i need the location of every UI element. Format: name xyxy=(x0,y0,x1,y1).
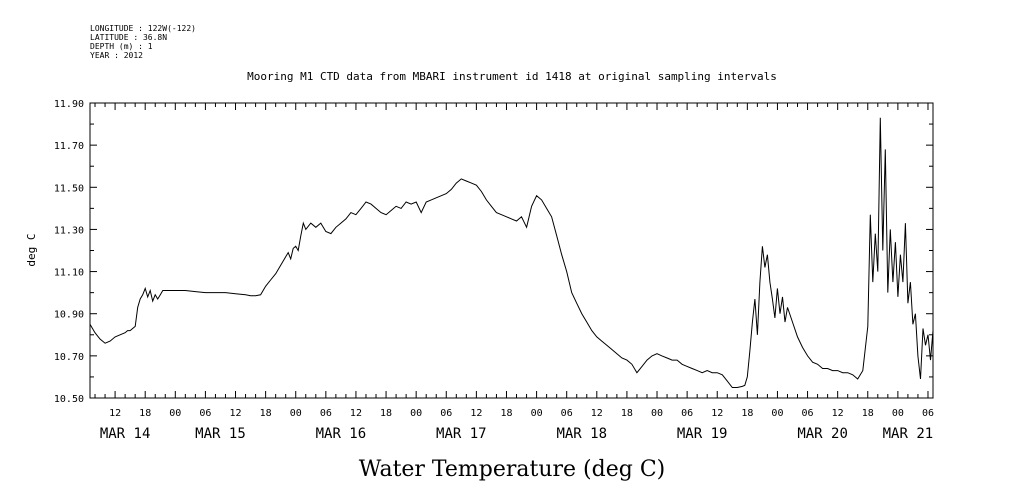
x-tick-label: 12 xyxy=(591,408,603,419)
x-tick-label: 12 xyxy=(832,408,844,419)
y-tick-label: 11.30 xyxy=(54,225,84,236)
x-tick-label: 06 xyxy=(802,408,814,419)
x-tick-label: 00 xyxy=(531,408,543,419)
x-tick-label: 18 xyxy=(139,408,151,419)
metadata-block: LONGITUDE : 122W(-122) LATITUDE : 36.8N … xyxy=(90,24,196,60)
metadata-year: YEAR : 2012 xyxy=(90,51,143,60)
day-labels: MAR 14 MAR 15 MAR 16 MAR 17 MAR 18 MAR 19 MAR … xyxy=(100,426,933,442)
x-tick-label: 18 xyxy=(260,408,272,419)
x-tick-label: 06 xyxy=(922,408,934,419)
x-tick-label: 00 xyxy=(169,408,181,419)
x-day-label: MAR 17 xyxy=(436,426,487,442)
y-tick-labels: 10.50 10.70 10.90 11.10 11.30 11.50 11.70 11.90 xyxy=(54,99,84,405)
y-tick-label: 10.90 xyxy=(54,310,84,321)
x-axis-label: Water Temperature (deg C) xyxy=(359,457,666,482)
x-tick-label: 18 xyxy=(621,408,633,419)
metadata-depth: DEPTH (m) : 1 xyxy=(90,42,153,51)
x-tick-label: 18 xyxy=(380,408,392,419)
x-tick-label: 12 xyxy=(109,408,121,419)
y-tick-label: 11.70 xyxy=(54,141,84,152)
x-tick-label: 00 xyxy=(771,408,783,419)
x-tick-label: 12 xyxy=(711,408,723,419)
x-tick-label: 06 xyxy=(440,408,452,419)
x-tick-label: 18 xyxy=(741,408,753,419)
x-tick-label: 18 xyxy=(862,408,874,419)
x-tick-label: 06 xyxy=(320,408,332,419)
x-day-label: MAR 21 xyxy=(883,426,934,442)
x-tick-label: 00 xyxy=(290,408,302,419)
y-axis-label: deg C xyxy=(25,233,38,266)
x-tick-label: 12 xyxy=(229,408,241,419)
x-tick-label: 12 xyxy=(350,408,362,419)
x-day-label: MAR 19 xyxy=(677,426,728,442)
x-day-label: MAR 18 xyxy=(556,426,607,442)
x-tick-label: 00 xyxy=(651,408,663,419)
x-day-label: MAR 15 xyxy=(195,426,246,442)
x-tick-labels: 12 18 00 06 12 18 00 06 12 18 00 06 12 18 00 06 12 18 00 06… xyxy=(109,408,934,419)
y-tick-label: 10.50 xyxy=(54,394,84,405)
metadata-latitude: LATITUDE : 36.8N xyxy=(90,33,167,42)
x-day-label: MAR 14 xyxy=(100,426,151,442)
x-day-label: MAR 16 xyxy=(316,426,367,442)
x-tick-label: 06 xyxy=(561,408,573,419)
x-tick-label: 00 xyxy=(892,408,904,419)
y-tick-label: 11.50 xyxy=(54,183,84,194)
x-tick-label: 00 xyxy=(410,408,422,419)
y-tick-label: 11.10 xyxy=(54,268,84,279)
x-day-label: MAR 20 xyxy=(797,426,848,442)
metadata-longitude: LONGITUDE : 122W(-122) xyxy=(90,24,196,33)
x-tick-label: 18 xyxy=(500,408,512,419)
x-tick-label: 12 xyxy=(470,408,482,419)
series-line-water-temperature xyxy=(89,117,934,388)
x-tick-label: 06 xyxy=(681,408,693,419)
tick-marks xyxy=(90,102,933,399)
y-tick-label: 11.90 xyxy=(54,99,84,110)
y-tick-label: 10.70 xyxy=(54,352,84,363)
x-tick-label: 06 xyxy=(199,408,211,419)
chart-title: Mooring M1 CTD data from MBARI instrumen… xyxy=(247,70,777,83)
